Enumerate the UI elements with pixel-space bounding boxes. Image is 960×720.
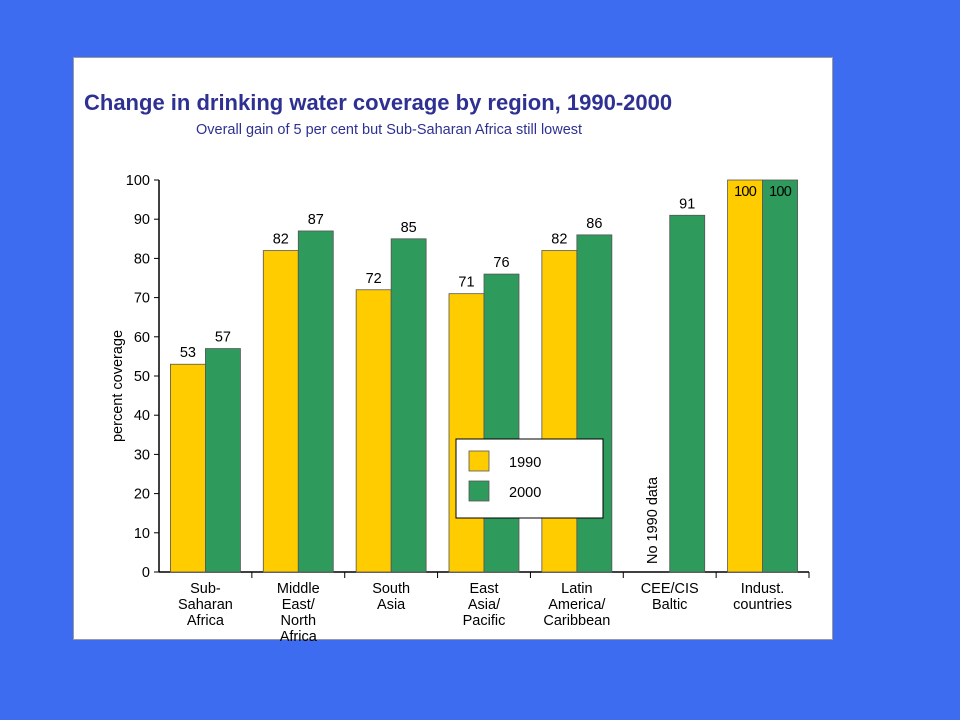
x-category-label: East <box>469 581 498 597</box>
x-category-label: Baltic <box>652 597 687 613</box>
data-label-2000-6: 100 <box>769 184 792 200</box>
no-data-annotation: No 1990 data <box>645 476 661 564</box>
x-category-label: Asia <box>377 597 406 613</box>
data-label-1990-6: 100 <box>734 184 757 200</box>
bar-2000-2 <box>390 238 427 573</box>
legend-swatch-1990 <box>468 450 490 472</box>
x-category-label: South <box>372 581 410 597</box>
bar-1990-2 <box>355 289 392 573</box>
y-tick-label: 50 <box>134 369 150 385</box>
bar-1990-3 <box>448 293 485 573</box>
bar-2000-3 <box>483 273 520 573</box>
legend-swatch-2000 <box>468 480 490 502</box>
y-axis-label: percent coverage <box>110 330 126 442</box>
y-tick-label: 40 <box>134 408 150 424</box>
x-category-label: Africa <box>187 613 225 629</box>
y-tick-label: 0 <box>142 565 150 581</box>
data-label-2000-0: 57 <box>215 330 231 346</box>
x-category-label: Sub- <box>190 581 221 597</box>
x-category-label: North <box>281 613 316 629</box>
data-label-2000-3: 76 <box>493 255 509 271</box>
x-category-label: Middle <box>277 581 320 597</box>
bar-2000-6 <box>762 179 798 573</box>
chart-panel: Change in drinking water coverage by reg… <box>73 57 833 641</box>
y-tick-label: 60 <box>134 330 150 346</box>
legend-label-2000: 2000 <box>509 485 541 501</box>
x-category-label: Latin <box>561 581 592 597</box>
x-category-label: CEE/CIS <box>641 581 699 597</box>
y-tick-label: 30 <box>134 447 150 463</box>
y-tick-label: 20 <box>134 487 150 503</box>
x-category-label: Pacific <box>463 613 506 629</box>
data-label-1990-3: 71 <box>458 275 474 291</box>
x-category-label: Asia/ <box>468 597 501 613</box>
x-category-label: America/ <box>548 597 606 613</box>
y-tick-label: 10 <box>134 526 150 542</box>
y-tick-label: 80 <box>134 251 150 267</box>
x-category-label: East/ <box>282 597 316 613</box>
bar-1990-1 <box>262 250 299 573</box>
bar-1990-4 <box>541 250 578 573</box>
data-label-1990-0: 53 <box>180 345 196 361</box>
data-label-2000-1: 87 <box>308 212 324 228</box>
data-label-1990-1: 82 <box>273 232 289 248</box>
bar-2000-1 <box>297 230 334 573</box>
bar-1990-0 <box>170 363 206 573</box>
bar-2000-5 <box>669 214 706 573</box>
data-label-2000-5: 91 <box>679 196 695 212</box>
x-category-label: Africa <box>280 629 318 641</box>
data-label-2000-2: 85 <box>401 220 417 236</box>
y-tick-label: 100 <box>126 173 150 189</box>
data-label-2000-4: 86 <box>586 216 602 232</box>
x-category-label: Indust. <box>741 581 785 597</box>
y-tick-label: 70 <box>134 291 150 307</box>
chart-title: Change in drinking water coverage by reg… <box>84 90 673 115</box>
x-category-label: Saharan <box>178 597 233 613</box>
bar-1990-6 <box>727 179 763 573</box>
bar-2000-0 <box>205 348 241 573</box>
data-label-1990-4: 82 <box>551 232 567 248</box>
y-tick-label: 90 <box>134 212 150 228</box>
bar-chart: 0 10 20 30 40 50 60 70 80 90 100 percent coverage 53… <box>110 173 810 641</box>
bar-2000-4 <box>576 234 613 573</box>
data-label-1990-2: 72 <box>366 271 382 287</box>
legend-label-1990: 1990 <box>509 455 541 471</box>
x-category-label: Caribbean <box>543 613 610 629</box>
chart-subtitle: Overall gain of 5 per cent but Sub-Sahar… <box>196 122 583 138</box>
x-category-label: countries <box>733 597 792 613</box>
